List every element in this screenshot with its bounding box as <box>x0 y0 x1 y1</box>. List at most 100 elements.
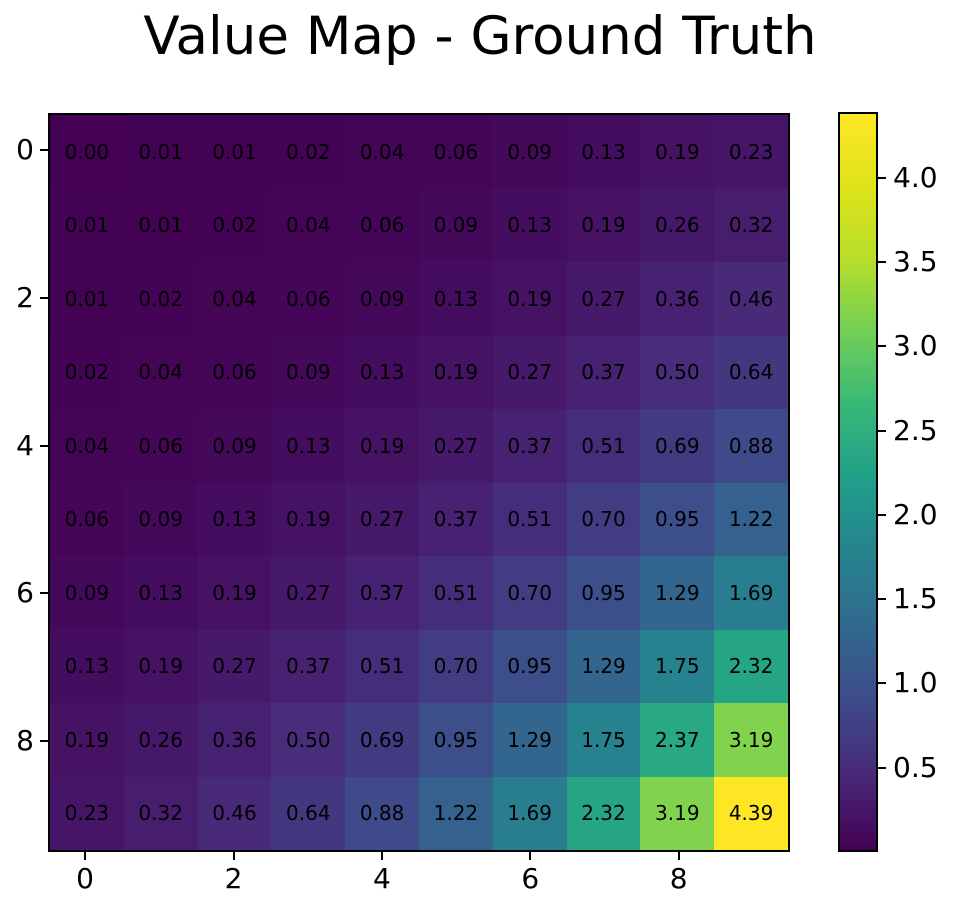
heatmap-cell-r3-c3: 0.09 <box>271 335 346 409</box>
heatmap-cell-r1-c3: 0.04 <box>271 188 346 262</box>
colorbar-tick-mark <box>878 261 886 264</box>
heatmap-cell-r6-c9: 1.69 <box>714 556 788 630</box>
heatmap-cell-r9-c1: 0.32 <box>123 776 198 850</box>
heatmap-cell-r1-c1: 0.01 <box>123 188 198 262</box>
x-tick-mark <box>84 852 87 860</box>
heatmap-cell-r2-c4: 0.09 <box>345 262 419 336</box>
y-tick-mark <box>40 592 48 595</box>
heatmap-cell-r5-c6: 0.51 <box>492 482 567 556</box>
colorbar-tick-mark <box>878 176 886 179</box>
heatmap-cell-r3-c5: 0.19 <box>419 335 493 409</box>
heatmap-cell-r0-c2: 0.01 <box>197 115 272 189</box>
heatmap-cell-r5-c9: 1.22 <box>714 482 788 556</box>
heatmap-cell-r1-c2: 0.02 <box>197 188 272 262</box>
heatmap-cell-r0-c0: 0.00 <box>50 115 124 189</box>
heatmap-cell-r4-c5: 0.27 <box>419 409 493 483</box>
heatmap-cell-r8-c6: 1.29 <box>492 703 567 777</box>
heatmap-cell-r5-c2: 0.13 <box>197 482 272 556</box>
heatmap-cell-r8-c9: 3.19 <box>714 703 788 777</box>
heatmap-cell-r5-c0: 0.06 <box>50 482 124 556</box>
heatmap-cell-r6-c6: 0.70 <box>492 556 567 630</box>
heatmap-cell-r9-c2: 0.46 <box>197 776 272 850</box>
heatmap-cell-r1-c7: 0.19 <box>566 188 641 262</box>
x-tick-label: 4 <box>372 862 391 895</box>
x-tick-label: 6 <box>521 862 540 895</box>
heatmap-cell-r5-c5: 0.37 <box>419 482 493 556</box>
heatmap-cell-r5-c4: 0.27 <box>345 482 419 556</box>
y-tick-label: 0 <box>16 132 34 166</box>
colorbar-tick-label: 1.0 <box>893 666 938 700</box>
heatmap-cell-r7-c4: 0.51 <box>345 629 419 703</box>
heatmap-cell-r4-c7: 0.51 <box>566 409 641 483</box>
heatmap-cell-r9-c9: 4.39 <box>714 776 788 850</box>
heatmap-cell-r8-c3: 0.50 <box>271 703 346 777</box>
heatmap-cell-r6-c0: 0.09 <box>50 556 124 630</box>
heatmap-cell-r2-c8: 0.36 <box>640 262 715 336</box>
heatmap-cell-r0-c1: 0.01 <box>123 115 198 189</box>
heatmap-cell-r8-c8: 2.37 <box>640 703 715 777</box>
heatmap: 0.00 0.01 0.01 0.02 0.04 0.06 0.09 0.13 0.19 0.23… <box>48 113 790 852</box>
heatmap-cell-r6-c1: 0.13 <box>123 556 198 630</box>
y-tick-mark <box>40 740 48 743</box>
heatmap-cell-r5-c8: 0.95 <box>640 482 715 556</box>
y-tick-label: 8 <box>16 724 34 758</box>
heatmap-cell-r1-c5: 0.09 <box>419 188 493 262</box>
heatmap-cell-r4-c2: 0.09 <box>197 409 272 483</box>
colorbar-tick-mark <box>878 598 886 601</box>
heatmap-cell-r0-c3: 0.02 <box>271 115 346 189</box>
heatmap-cell-r0-c6: 0.09 <box>492 115 567 189</box>
x-tick-mark <box>232 852 235 860</box>
heatmap-cell-r5-c7: 0.70 <box>566 482 641 556</box>
heatmap-cell-r7-c9: 2.32 <box>714 629 788 703</box>
colorbar-tick-mark <box>878 766 886 769</box>
heatmap-cell-r3-c1: 0.04 <box>123 335 198 409</box>
x-tick-label: 2 <box>224 862 243 895</box>
heatmap-cell-r0-c9: 0.23 <box>714 115 788 189</box>
heatmap-cell-r4-c0: 0.04 <box>50 409 124 483</box>
heatmap-cell-r6-c2: 0.19 <box>197 556 272 630</box>
heatmap-cell-r3-c6: 0.27 <box>492 335 567 409</box>
heatmap-cell-r4-c8: 0.69 <box>640 409 715 483</box>
heatmap-cell-r8-c2: 0.36 <box>197 703 272 777</box>
heatmap-cell-r0-c4: 0.04 <box>345 115 419 189</box>
heatmap-cell-r6-c8: 1.29 <box>640 556 715 630</box>
heatmap-cell-r6-c4: 0.37 <box>345 556 419 630</box>
heatmap-cell-r9-c6: 1.69 <box>492 776 567 850</box>
colorbar-tick-label: 2.5 <box>893 413 938 447</box>
heatmap-cell-r4-c3: 0.13 <box>271 409 346 483</box>
heatmap-cell-r0-c7: 0.13 <box>566 115 641 189</box>
colorbar-tick-label: 1.5 <box>893 582 938 616</box>
heatmap-cell-r7-c6: 0.95 <box>492 629 567 703</box>
chart-title: Value Map - Ground Truth <box>143 6 817 67</box>
heatmap-cell-r9-c8: 3.19 <box>640 776 715 850</box>
heatmap-cell-r3-c7: 0.37 <box>566 335 641 409</box>
heatmap-cell-r3-c8: 0.50 <box>640 335 715 409</box>
heatmap-cell-r4-c1: 0.06 <box>123 409 198 483</box>
heatmap-cell-r4-c9: 0.88 <box>714 409 788 483</box>
heatmap-cell-r7-c8: 1.75 <box>640 629 715 703</box>
y-tick-label: 6 <box>16 576 34 610</box>
heatmap-cell-r8-c7: 1.75 <box>566 703 641 777</box>
colorbar-tick-mark <box>878 429 886 432</box>
colorbar-tick-mark <box>878 682 886 685</box>
colorbar-tick-label: 3.5 <box>893 245 938 279</box>
heatmap-cell-r3-c0: 0.02 <box>50 335 124 409</box>
colorbar-tick-label: 0.5 <box>893 750 938 784</box>
heatmap-cell-r2-c7: 0.27 <box>566 262 641 336</box>
x-tick-mark <box>380 852 383 860</box>
heatmap-cell-r7-c7: 1.29 <box>566 629 641 703</box>
heatmap-cell-r3-c2: 0.06 <box>197 335 272 409</box>
heatmap-cell-r7-c2: 0.27 <box>197 629 272 703</box>
colorbar-tick-label: 4.0 <box>893 160 938 194</box>
heatmap-cell-r8-c1: 0.26 <box>123 703 198 777</box>
heatmap-cell-r7-c3: 0.37 <box>271 629 346 703</box>
y-tick-label: 4 <box>16 428 34 462</box>
heatmap-cell-r7-c0: 0.13 <box>50 629 124 703</box>
heatmap-cell-r8-c5: 0.95 <box>419 703 493 777</box>
heatmap-cell-r3-c9: 0.64 <box>714 335 788 409</box>
y-tick-label: 2 <box>16 280 34 314</box>
heatmap-cell-r5-c3: 0.19 <box>271 482 346 556</box>
heatmap-cell-r0-c8: 0.19 <box>640 115 715 189</box>
heatmap-cell-r5-c1: 0.09 <box>123 482 198 556</box>
